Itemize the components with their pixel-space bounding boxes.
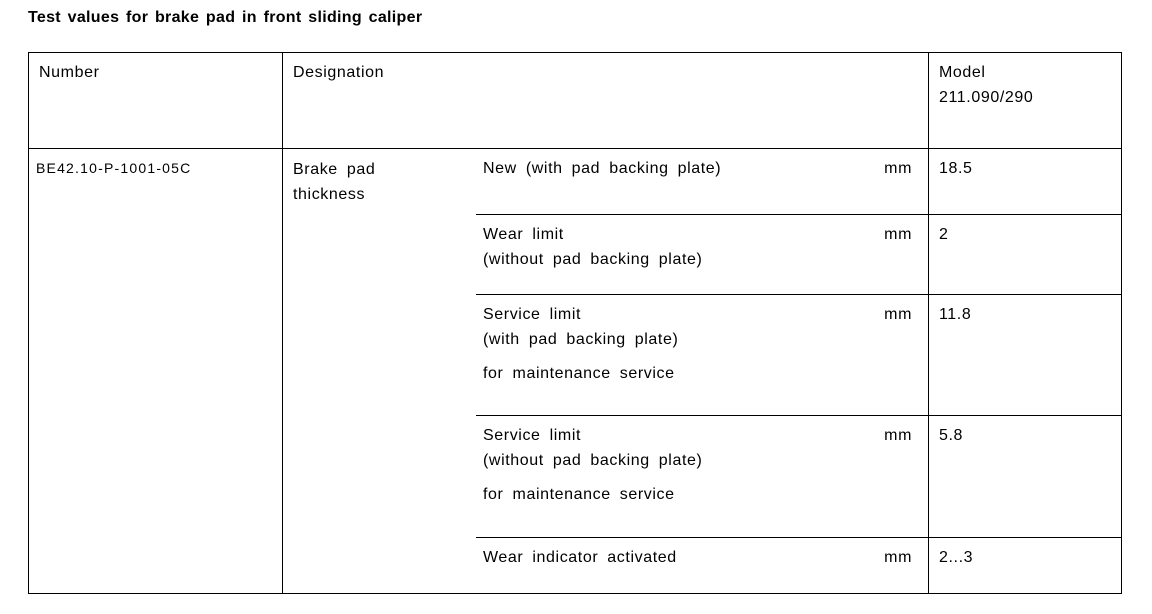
subrow-wear-indicator-value: 2...3 xyxy=(929,537,1121,593)
column-header-designation-label: Designation xyxy=(293,64,385,81)
subrow-service-limit-without-note: for maintenance service xyxy=(483,486,675,503)
column-header-number-label: Number xyxy=(39,64,100,81)
subrow-new-unit: mm xyxy=(884,160,912,177)
column-header-model-line1: Model xyxy=(939,64,986,81)
subrow-service-limit-without-value: 5.8 xyxy=(929,415,1121,537)
subrow-wear-limit-text: Wear limit (without pad backing plate) xyxy=(483,226,703,268)
subrow-wear-limit-value: 2 xyxy=(929,214,1121,294)
subrow-wear-indicator-text: Wear indicator activated xyxy=(483,549,677,566)
subrow-service-limit-with-note: for maintenance service xyxy=(483,365,675,382)
subrow-wear-limit-description: Wear limit (without pad backing plate) m… xyxy=(476,214,929,294)
subrow-wear-indicator-description: Wear indicator activated mm xyxy=(476,537,929,593)
subrow-service-limit-without-description: Service limit (without pad backing plate… xyxy=(476,415,929,537)
subrow-wear-limit-unit: mm xyxy=(884,226,912,243)
test-values-table: Number Designation Model 211.090/290 BE4… xyxy=(28,52,1122,594)
subrow-service-limit-without-unit: mm xyxy=(884,427,912,444)
column-header-designation: Designation xyxy=(283,53,929,149)
cell-number: BE42.10-P-1001-05C xyxy=(29,149,283,593)
cell-designation-label: Brake pad thickness xyxy=(293,161,376,203)
subrow-new-text: New (with pad backing plate) xyxy=(483,160,722,177)
column-header-model-line2: 211.090/290 xyxy=(939,89,1034,106)
column-header-number: Number xyxy=(29,53,283,149)
subrow-service-limit-with-unit: mm xyxy=(884,306,912,323)
subrow-service-limit-without-text: Service limit (without pad backing plate… xyxy=(483,427,703,469)
subrow-new-value: 18.5 xyxy=(939,160,973,177)
subrow-wear-indicator-unit: mm xyxy=(884,549,912,566)
page-title: Test values for brake pad in front slidi… xyxy=(28,9,423,26)
subrow-service-limit-with-value: 11.8 xyxy=(929,294,1121,415)
subrow-new-description: New (with pad backing plate) mm xyxy=(476,149,929,214)
subrow-service-limit-with-description: Service limit (with pad backing plate) m… xyxy=(476,294,929,415)
column-header-model: Model 211.090/290 xyxy=(929,53,1121,149)
subrow-service-limit-with-text: Service limit (with pad backing plate) xyxy=(483,306,679,348)
